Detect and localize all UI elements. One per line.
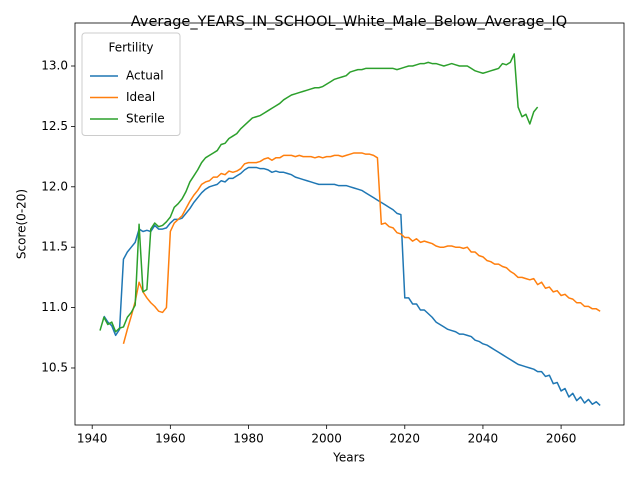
line-series: [122, 152, 601, 345]
x-tick-label: 1960: [155, 432, 186, 446]
chart-title: Average_YEARS_IN_SCHOOL_White_Male_Below…: [131, 14, 567, 30]
y-axis-label: Score(0-20): [15, 189, 29, 259]
x-axis-label: Years: [332, 451, 365, 465]
y-tick-label: 11.0: [41, 300, 68, 314]
x-tick-label: 2040: [468, 432, 499, 446]
line-series: [99, 53, 539, 333]
legend-label: Actual: [126, 69, 164, 83]
legend-label: Ideal: [126, 90, 155, 104]
y-tick-label: 12.0: [41, 179, 68, 193]
y-tick-label: 13.0: [41, 59, 68, 73]
x-tick-label: 2020: [390, 432, 421, 446]
x-tick-label: 2060: [546, 432, 577, 446]
legend-label: Sterile: [126, 112, 165, 126]
x-tick-label: 2000: [311, 432, 342, 446]
line-series: [103, 166, 601, 406]
y-tick-label: 11.5: [41, 240, 68, 254]
y-tick-label: 10.5: [41, 360, 68, 374]
x-tick-label: 1940: [77, 432, 108, 446]
y-tick-label: 12.5: [41, 119, 68, 133]
legend-box: [81, 32, 181, 136]
x-tick-label: 1980: [233, 432, 264, 446]
legend-title: Fertility: [108, 41, 153, 55]
plot-frame: [74, 22, 625, 426]
